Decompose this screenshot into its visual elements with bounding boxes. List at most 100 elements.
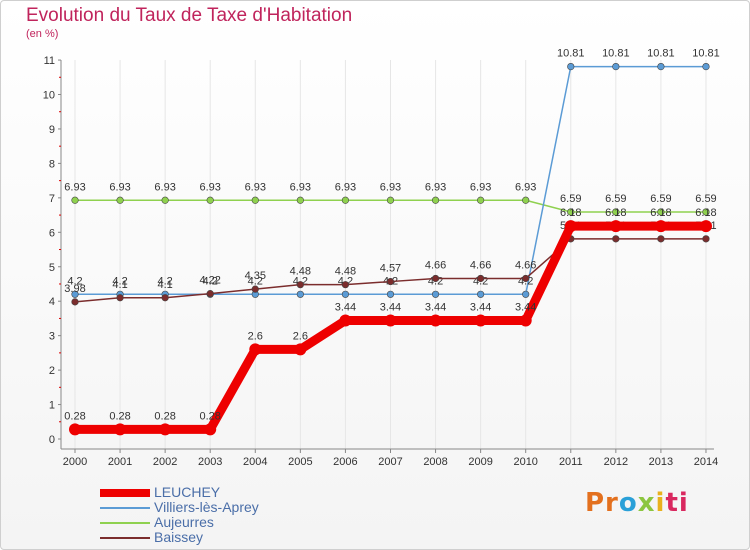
data-point <box>71 298 79 306</box>
data-point <box>341 281 350 289</box>
data-label: 6.93 <box>380 181 401 193</box>
data-point <box>477 196 485 204</box>
x-tick-label: 2007 <box>378 456 402 468</box>
data-point <box>609 220 622 233</box>
data-label: 4.1 <box>157 279 172 291</box>
x-tick-label: 2011 <box>559 456 583 468</box>
data-point <box>702 235 710 243</box>
data-label: 6.59 <box>695 193 716 205</box>
data-label: 6.93 <box>154 181 175 193</box>
y-tick-label: 1 <box>49 400 55 412</box>
data-label: 4.2 <box>112 275 127 287</box>
data-point <box>204 423 217 436</box>
data-point <box>386 196 395 204</box>
y-tick-label: 6 <box>49 227 55 239</box>
data-point <box>702 62 710 71</box>
data-point <box>612 62 620 71</box>
legend-label-leuchey: LEUCHEY <box>154 484 221 500</box>
data-label: 2.6 <box>248 330 263 342</box>
y-tick-label: 8 <box>49 158 55 170</box>
data-label: 4.66 <box>515 259 536 271</box>
y-tick-label: 10 <box>43 90 55 102</box>
data-point <box>114 423 127 436</box>
data-point <box>431 196 440 204</box>
data-point <box>431 290 440 298</box>
data-point <box>294 343 307 356</box>
data-label: 6.93 <box>109 181 130 193</box>
data-point <box>341 196 350 204</box>
x-tick-label: 2006 <box>333 456 357 468</box>
legend-label-villiers: Villiers-lès-Aprey <box>154 499 259 515</box>
data-label: 0.28 <box>154 410 175 422</box>
data-point <box>564 220 577 233</box>
data-label: 4.48 <box>290 266 311 278</box>
data-point <box>159 423 172 436</box>
data-point <box>429 314 442 327</box>
data-point <box>522 196 530 204</box>
data-point <box>71 196 79 204</box>
data-label: 6.93 <box>470 181 491 193</box>
data-point <box>519 314 532 327</box>
data-point <box>249 343 262 356</box>
data-label: 4.2 <box>67 275 82 287</box>
data-point <box>206 290 214 298</box>
data-point <box>657 208 665 216</box>
data-label: 4.2 <box>248 275 263 287</box>
data-point <box>296 196 304 204</box>
data-label: 0.28 <box>109 410 130 422</box>
data-point <box>477 290 485 298</box>
data-point <box>251 285 259 293</box>
y-tick-label: 11 <box>44 55 55 67</box>
data-point <box>657 62 665 71</box>
data-point <box>567 62 575 71</box>
data-point <box>702 208 710 216</box>
data-point <box>116 294 124 302</box>
data-label: 6.59 <box>650 193 671 205</box>
legend-swatch-baissey <box>100 537 150 539</box>
x-tick-label: 2000 <box>63 456 87 468</box>
data-point <box>477 274 485 283</box>
legend-label-aujeurres: Aujeurres <box>154 514 214 530</box>
data-label: 6.18 <box>605 207 626 219</box>
y-tick-label: 3 <box>49 331 55 343</box>
x-tick-label: 2012 <box>604 456 628 468</box>
data-point <box>161 294 169 302</box>
data-point <box>386 277 395 286</box>
data-point <box>699 220 712 233</box>
data-point <box>474 314 487 327</box>
data-label: 10.81 <box>647 48 675 60</box>
data-label: 6.93 <box>335 181 356 193</box>
data-point <box>386 290 395 298</box>
data-point <box>296 290 304 298</box>
data-point <box>161 196 169 204</box>
y-tick-label: 9 <box>49 124 55 136</box>
data-label: 3.44 <box>425 301 446 313</box>
data-point <box>431 274 440 283</box>
data-label: 4.2 <box>157 275 172 287</box>
data-point <box>384 314 397 327</box>
data-label: 3.44 <box>515 301 536 313</box>
data-label: 4.48 <box>335 266 356 278</box>
x-tick-label: 2001 <box>108 456 132 468</box>
legend-swatch-villiers <box>100 507 150 509</box>
x-tick-label: 2014 <box>694 456 718 468</box>
data-label: 3.98 <box>64 283 85 295</box>
data-label: 4.22 <box>199 275 220 287</box>
data-point <box>522 274 530 283</box>
data-point <box>116 196 124 204</box>
data-point <box>567 208 575 216</box>
proxiti-logo: Proxiti <box>585 488 689 518</box>
data-point <box>339 314 352 327</box>
data-label: 10.81 <box>692 48 720 60</box>
data-label: 4.35 <box>245 270 266 282</box>
data-label: 6.93 <box>64 181 85 193</box>
x-tick-label: 2003 <box>198 456 222 468</box>
data-label: 6.18 <box>650 207 671 219</box>
data-point <box>71 290 79 298</box>
data-label: 3.44 <box>335 301 356 313</box>
y-axis-unit: (en %) <box>26 28 59 40</box>
series-baissey: 3.98 4.1 4.1 4.22 4.35 4.48 4.48 4.57 4.66 4.66 4.… <box>64 220 717 306</box>
series-leuchey: 0.28 0.28 0.28 0.282.6 2.63.44 3.44 3.44 3.44 3.… <box>64 207 717 436</box>
chart-title: Evolution du Taux de Taxe d'Habitation <box>26 5 353 26</box>
